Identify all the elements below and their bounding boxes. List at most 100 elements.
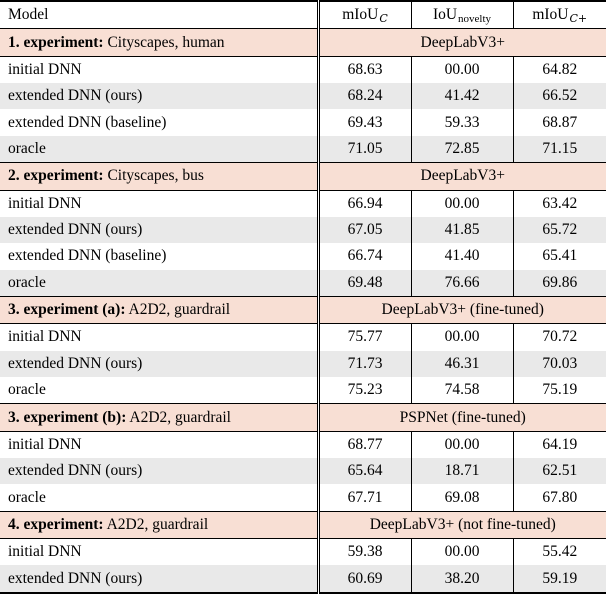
section-network: DeepLabV3+ <box>316 28 606 57</box>
model-cell: extended DNN (baseline) <box>8 113 167 131</box>
table-row: extended DNN (ours) 60.69 38.20 59.19 <box>0 565 606 593</box>
table-row: oracle 75.23 74.58 75.19 <box>0 376 606 404</box>
table-row: oracle 71.05 72.85 71.15 <box>0 135 606 163</box>
value-cell: 75.77 <box>316 323 411 351</box>
section-label: 4. experiment: A2D2, guardrail <box>0 510 318 540</box>
value-cell: 00.00 <box>410 56 513 84</box>
value-cell: 68.77 <box>316 431 411 459</box>
value-cell: 46.31 <box>410 350 513 377</box>
section-network: DeepLabV3+ <box>316 162 606 191</box>
col-header-model: Model <box>0 1 318 30</box>
value-cell: 66.74 <box>316 243 411 270</box>
table-row: extended DNN (ours) 71.73 46.31 70.03 <box>0 350 606 377</box>
value-cell: 68.63 <box>316 56 411 84</box>
section-network: DeepLabV3+ (not fine-tuned) <box>316 510 606 540</box>
value-cell: 59.19 <box>512 565 606 593</box>
value-cell: 18.71 <box>410 458 513 485</box>
subscript: novelty <box>458 12 492 25</box>
model-cell: extended DNN (ours) <box>0 216 318 244</box>
section-header-row: 3. experiment (b): A2D2, guardrail PSPNe… <box>0 403 606 432</box>
table-row: oracle 67.71 69.08 67.80 <box>0 484 606 512</box>
value-cell: 00.00 <box>410 431 513 459</box>
value-cell: 71.05 <box>316 135 411 163</box>
value-cell: 41.42 <box>410 83 513 110</box>
value-cell: 65.41 <box>512 243 606 270</box>
value-cell: 55.42 <box>512 538 606 566</box>
value-cell: 00.00 <box>410 538 513 566</box>
section-header-row: 3. experiment (a): A2D2, guardrail DeepL… <box>0 295 606 325</box>
value-cell: 60.69 <box>316 565 411 593</box>
section-network: DeepLabV3+ (fine-tuned) <box>316 295 606 325</box>
table-row: extended DNN (baseline) 66.74 41.40 65.4… <box>0 243 606 270</box>
table-row: extended DNN (ours) 68.24 41.42 66.52 <box>0 83 606 110</box>
model-cell: oracle <box>8 381 46 399</box>
model-cell: initial DNN <box>8 543 82 561</box>
table-row: extended DNN (ours) 67.05 41.85 65.72 <box>0 216 606 244</box>
value-cell: 63.42 <box>512 190 606 217</box>
value-cell: 76.66 <box>410 269 513 297</box>
value-cell: 71.15 <box>512 135 606 163</box>
table-row: initial DNN 68.63 00.00 64.82 <box>0 56 606 84</box>
model-cell: extended DNN (ours) <box>0 565 318 593</box>
value-cell: 75.23 <box>316 376 411 404</box>
table-row: initial DNN 59.38 00.00 55.42 <box>0 538 606 566</box>
value-cell: 64.82 <box>512 56 606 84</box>
subscript: C+ <box>569 11 588 25</box>
table-row: oracle 69.48 76.66 69.86 <box>0 269 606 297</box>
value-cell: 66.52 <box>512 83 606 110</box>
model-cell: oracle <box>0 135 318 163</box>
value-cell: 41.85 <box>410 216 513 244</box>
section-label: 1. experiment: Cityscapes, human <box>0 28 318 57</box>
value-cell: 74.58 <box>410 376 513 404</box>
subscript: C <box>379 11 388 25</box>
section-network: PSPNet (fine-tuned) <box>316 403 606 432</box>
value-cell: 75.19 <box>512 376 606 404</box>
value-cell: 00.00 <box>410 190 513 217</box>
value-cell: 00.00 <box>410 323 513 351</box>
value-cell: 65.72 <box>512 216 606 244</box>
value-cell: 59.38 <box>316 538 411 566</box>
value-cell: 64.19 <box>512 431 606 459</box>
model-cell: initial DNN <box>8 435 82 453</box>
value-cell: 67.71 <box>316 484 411 512</box>
table-row: extended DNN (ours) 65.64 18.71 62.51 <box>0 458 606 485</box>
value-cell: 71.73 <box>316 350 411 377</box>
model-cell: extended DNN (ours) <box>0 350 318 377</box>
col-header-miou-c: mIoUC <box>316 1 411 30</box>
table-row: initial DNN 75.77 00.00 70.72 <box>0 323 606 351</box>
value-cell: 38.20 <box>410 565 513 593</box>
model-cell: oracle <box>8 488 46 506</box>
table-row: initial DNN 66.94 00.00 63.42 <box>0 190 606 217</box>
value-cell: 67.80 <box>512 484 606 512</box>
value-cell: 62.51 <box>512 458 606 485</box>
model-cell: initial DNN <box>8 194 82 212</box>
model-cell: extended DNN (baseline) <box>8 247 167 265</box>
value-cell: 68.87 <box>512 109 606 136</box>
value-cell: 67.05 <box>316 216 411 244</box>
section-label: 3. experiment (a): A2D2, guardrail <box>0 295 318 325</box>
col-header-iou-novelty: IoUnovelty <box>410 1 513 30</box>
table-row: initial DNN 68.77 00.00 64.19 <box>0 431 606 459</box>
model-header-label: Model <box>8 6 49 24</box>
value-cell: 59.33 <box>410 109 513 136</box>
header-row: Model mIoUC IoUnovelty mIoUC+ <box>0 1 606 30</box>
value-cell: 72.85 <box>410 135 513 163</box>
value-cell: 68.24 <box>316 83 411 110</box>
value-cell: 70.72 <box>512 323 606 351</box>
section-header-row: 1. experiment: Cityscapes, human DeepLab… <box>0 28 606 57</box>
value-cell: 65.64 <box>316 458 411 485</box>
model-cell: extended DNN (ours) <box>0 83 318 110</box>
model-cell: initial DNN <box>8 328 82 346</box>
table-row: extended DNN (baseline) 69.43 59.33 68.8… <box>0 109 606 136</box>
model-cell: extended DNN (ours) <box>0 458 318 485</box>
value-cell: 70.03 <box>512 350 606 377</box>
value-cell: 41.40 <box>410 243 513 270</box>
value-cell: 69.86 <box>512 269 606 297</box>
section-header-row: 2. experiment: Cityscapes, bus DeepLabV3… <box>0 162 606 191</box>
section-header-row: 4. experiment: A2D2, guardrail DeepLabV3… <box>0 510 606 540</box>
section-label: 3. experiment (b): A2D2, guardrail <box>0 403 318 432</box>
model-cell: initial DNN <box>8 60 82 78</box>
value-cell: 69.43 <box>316 109 411 136</box>
